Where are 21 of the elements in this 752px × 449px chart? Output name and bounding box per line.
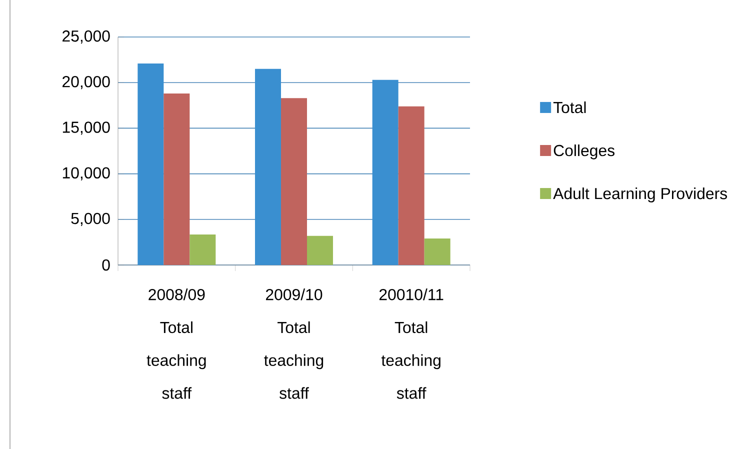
y-tick-label: 20,000 xyxy=(62,76,110,90)
y-tick-label: 15,000 xyxy=(62,122,110,135)
bar xyxy=(164,94,190,265)
bar xyxy=(138,63,164,265)
bar xyxy=(255,68,281,265)
y-tick-label: 25,000 xyxy=(62,30,110,44)
bar xyxy=(398,106,424,265)
legend-label: Adult Learning Providers xyxy=(553,188,727,202)
legend-label: Total xyxy=(553,101,586,114)
bar xyxy=(281,98,307,265)
category-label: 2008/09 Total teaching staff xyxy=(146,288,206,399)
bar xyxy=(372,80,398,265)
category-label: 2009/10 Total teaching staff xyxy=(264,288,324,399)
y-tick-label: 0 xyxy=(102,259,110,271)
bar xyxy=(190,234,216,265)
bar xyxy=(307,236,333,265)
y-tick-label: 10,000 xyxy=(62,167,110,180)
bar xyxy=(424,238,450,265)
category-label: 20010/11 Total teaching staff xyxy=(379,288,444,399)
legend-label: Colleges xyxy=(554,144,614,160)
y-tick-label: 5,000 xyxy=(71,212,110,226)
